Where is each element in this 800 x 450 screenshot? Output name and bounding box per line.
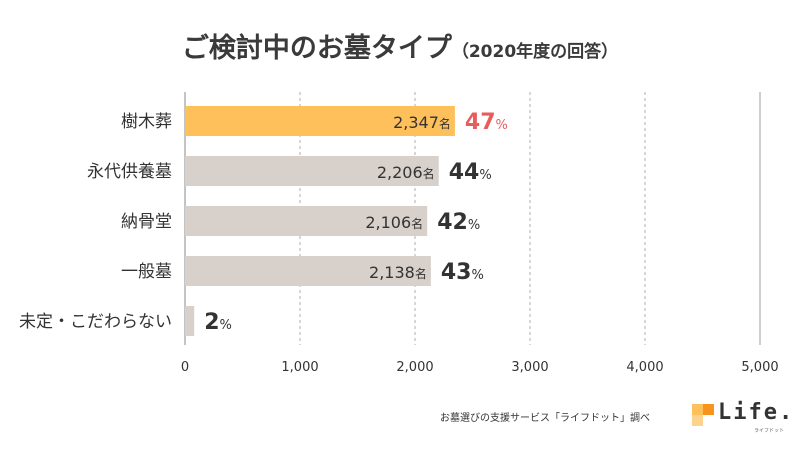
bar [185, 106, 455, 136]
chart-subtitle: （2020年度の回答） [451, 42, 619, 62]
value-label: 2,347名 [393, 113, 451, 132]
bar [185, 256, 431, 286]
logo-text: Life. [718, 400, 795, 425]
x-tick-label: 5,000 [741, 360, 778, 375]
percent-label: 2% [204, 310, 232, 335]
percent-label: 47% [465, 110, 508, 135]
bar [185, 206, 428, 236]
x-tick-label: 1,000 [281, 360, 318, 375]
category-label: 一般墓 [121, 262, 172, 282]
bar [185, 156, 439, 186]
value-label: 2,106名 [365, 213, 423, 232]
x-tick-label: 4,000 [626, 360, 663, 375]
category-label: 納骨堂 [121, 212, 172, 232]
x-tick-label: 0 [181, 360, 189, 375]
percent-label: 44% [449, 160, 492, 185]
logo-mark-icon [692, 404, 714, 426]
life-logo: Life. ライフドット [692, 400, 795, 438]
value-label: 2,206名 [377, 163, 435, 182]
percent-label: 43% [441, 260, 484, 285]
x-tick-label: 3,000 [511, 360, 548, 375]
category-label: 樹木葬 [121, 112, 172, 132]
percent-label: 42% [437, 210, 480, 235]
chart-title-block: ご検討中のお墓タイプ（2020年度の回答） [0, 26, 800, 65]
bar [185, 306, 195, 336]
category-label: 永代供養墓 [87, 162, 172, 182]
source-note: お墓選びの支援サービス「ライフドット」調べ [440, 413, 650, 424]
logo-subtext: ライフドット [754, 428, 785, 434]
value-label: 2,138名 [369, 263, 427, 282]
chart-title: ご検討中のお墓タイプ [181, 33, 452, 64]
x-tick-label: 2,000 [396, 360, 433, 375]
category-label: 未定・こだわらない [19, 312, 172, 332]
